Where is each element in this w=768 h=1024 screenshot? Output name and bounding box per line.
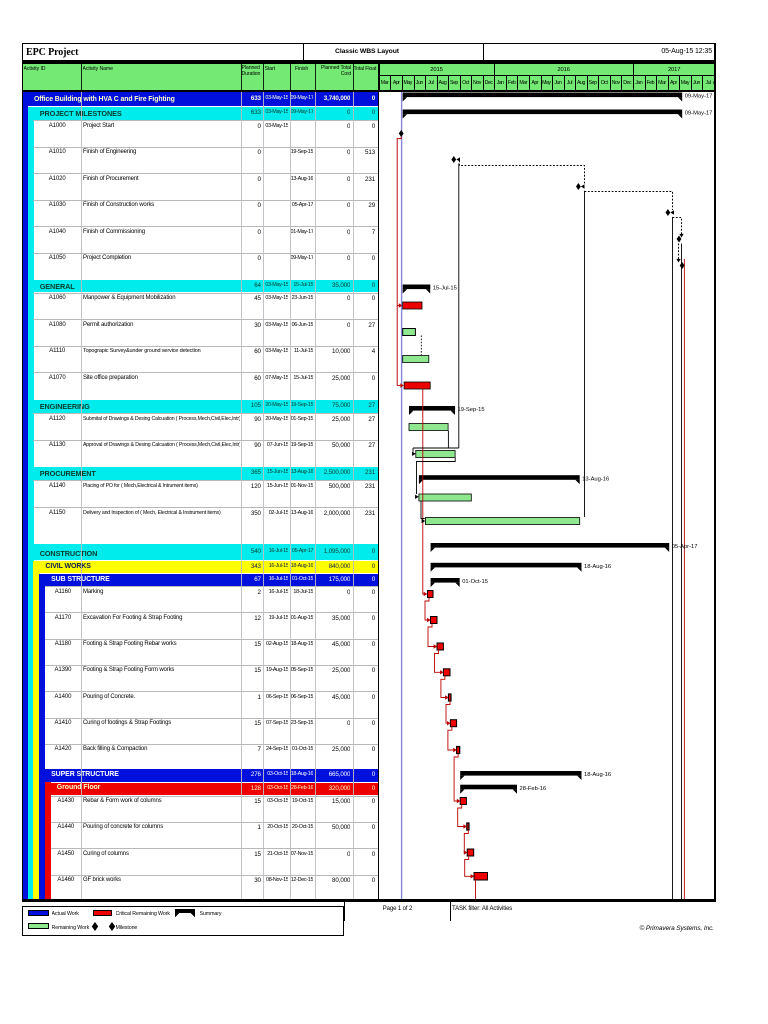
svg-text:09-May-17: 09-May-17 [685, 94, 713, 100]
svg-text:28-Feb-16: 28-Feb-16 [520, 786, 547, 792]
svg-text:18-Aug-16: 18-Aug-16 [584, 564, 611, 570]
svg-text:01-Oct-15: 01-Oct-15 [462, 579, 488, 585]
svg-text:13-Aug-16: 13-Aug-16 [582, 476, 609, 482]
svg-text:19-Sep-15: 19-Sep-15 [458, 407, 485, 413]
svg-text:05-Apr-17: 05-Apr-17 [672, 544, 698, 550]
svg-text:15-Jul-15: 15-Jul-15 [433, 286, 457, 292]
svg-text:18-Aug-16: 18-Aug-16 [584, 772, 611, 778]
svg-text:09-May-17: 09-May-17 [685, 111, 713, 117]
